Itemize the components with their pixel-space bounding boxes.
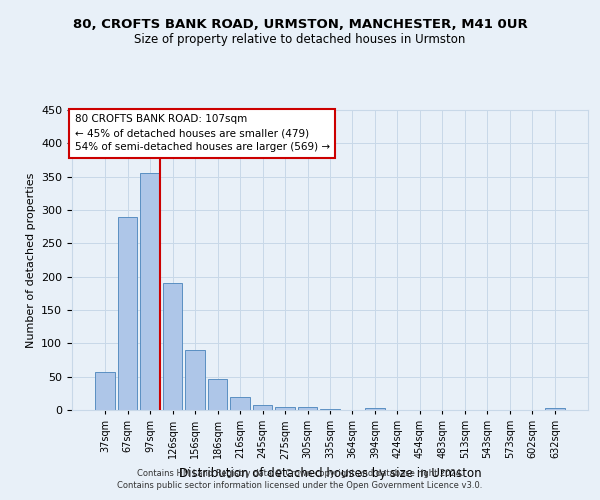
Bar [253, 404, 272, 410]
Bar [230, 398, 250, 410]
Bar [275, 406, 295, 410]
Bar [365, 408, 385, 410]
Text: Contains public sector information licensed under the Open Government Licence v3: Contains public sector information licen… [118, 481, 482, 490]
Bar [185, 350, 205, 410]
Bar [118, 216, 137, 410]
Bar [298, 408, 317, 410]
Bar [163, 284, 182, 410]
Bar [320, 408, 340, 410]
Bar [208, 378, 227, 410]
Text: Size of property relative to detached houses in Urmston: Size of property relative to detached ho… [134, 32, 466, 46]
Bar [545, 408, 565, 410]
Text: 80 CROFTS BANK ROAD: 107sqm
← 45% of detached houses are smaller (479)
54% of se: 80 CROFTS BANK ROAD: 107sqm ← 45% of det… [74, 114, 330, 152]
Bar [95, 372, 115, 410]
X-axis label: Distribution of detached houses by size in Urmston: Distribution of detached houses by size … [179, 467, 481, 480]
Text: Contains HM Land Registry data © Crown copyright and database right 2024.: Contains HM Land Registry data © Crown c… [137, 468, 463, 477]
Bar [140, 174, 160, 410]
Text: 80, CROFTS BANK ROAD, URMSTON, MANCHESTER, M41 0UR: 80, CROFTS BANK ROAD, URMSTON, MANCHESTE… [73, 18, 527, 30]
Y-axis label: Number of detached properties: Number of detached properties [26, 172, 35, 348]
